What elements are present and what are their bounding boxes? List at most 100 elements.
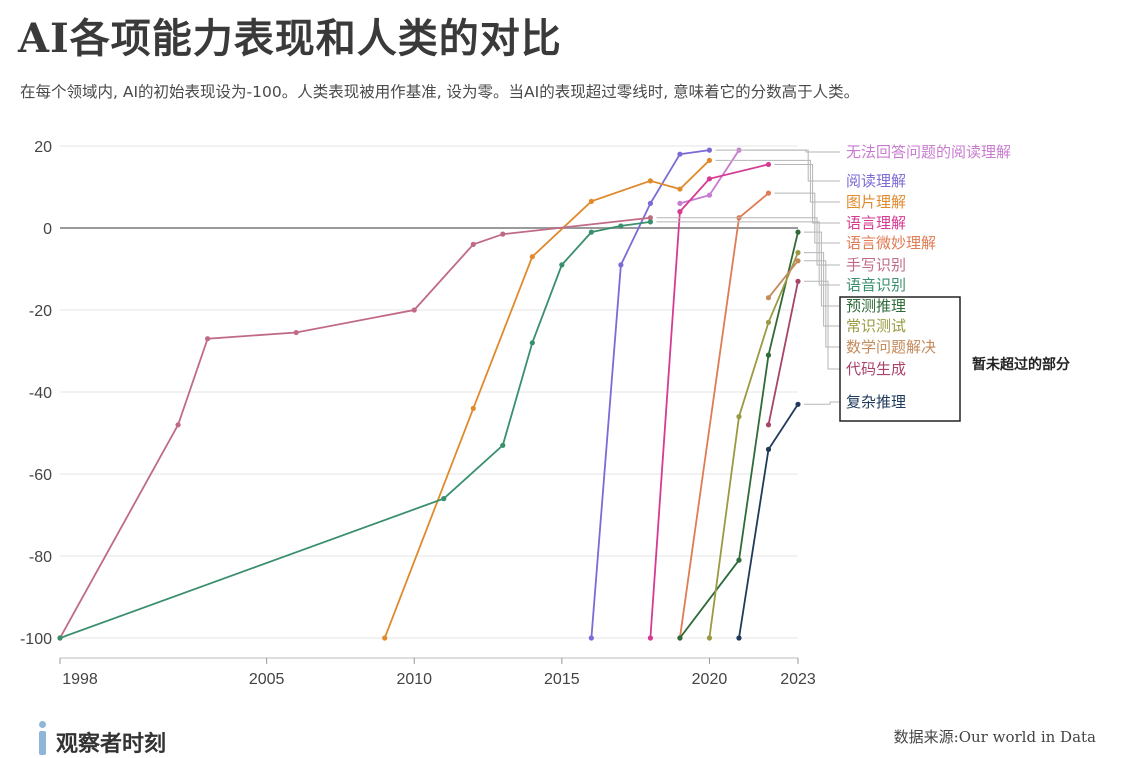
y-tick-label: 20 — [34, 139, 52, 156]
series-point-8 — [736, 414, 742, 420]
series-point-4 — [765, 190, 772, 196]
series-point-10 — [765, 422, 772, 428]
series-point-2 — [529, 254, 535, 260]
legend-leader — [804, 252, 840, 327]
unsurpassed-box-label: 暂未超过的部分 — [972, 356, 1070, 373]
legend-label: 语言微妙理解 — [846, 234, 936, 252]
series-point-6 — [57, 635, 63, 641]
series-point-5 — [470, 241, 476, 247]
y-tick-label: -100 — [20, 631, 52, 648]
series-point-6 — [441, 496, 447, 502]
series-line-5 — [59, 216, 651, 639]
series-line-7 — [679, 231, 799, 639]
x-tick-label: 2015 — [544, 671, 580, 688]
series-line-4 — [679, 192, 770, 639]
brand-block: 观察者时刻 — [38, 718, 166, 758]
series-point-6 — [559, 262, 565, 268]
legend-leader — [804, 401, 840, 405]
legend-label: 预测推理 — [846, 297, 906, 315]
y-tick-label: -80 — [29, 549, 52, 566]
series-point-1 — [706, 147, 713, 153]
series-point-3 — [706, 176, 713, 182]
x-tick-label: 2020 — [692, 671, 728, 688]
series-point-5 — [411, 307, 417, 313]
series-point-0 — [677, 200, 683, 206]
x-tick-label: 1998 — [62, 671, 98, 688]
legend-leader — [774, 163, 840, 224]
series-point-11 — [736, 635, 742, 641]
series-point-2 — [588, 198, 594, 204]
series-point-1 — [588, 635, 594, 641]
series-point-5 — [500, 231, 506, 237]
series-point-9 — [765, 295, 772, 301]
chart-title: AI各项能力表现和人类的对比 — [18, 15, 562, 62]
unsurpassed-box — [839, 296, 961, 422]
legend-leader — [804, 231, 840, 307]
legend-leader — [804, 260, 840, 348]
series-point-7 — [765, 352, 772, 358]
legend-leader — [715, 159, 840, 203]
series-point-8 — [706, 635, 713, 641]
series-point-6 — [500, 442, 506, 448]
series-point-3 — [677, 209, 683, 215]
series-point-6 — [588, 229, 594, 235]
brand-name: 观察者时刻 — [56, 731, 167, 757]
series-point-1 — [618, 262, 624, 268]
series-point-8 — [765, 319, 772, 325]
series-point-7 — [677, 635, 683, 641]
series-point-9 — [795, 258, 801, 264]
series-point-6 — [529, 340, 535, 346]
x-tick-label: 2023 — [780, 671, 816, 688]
series-point-6 — [647, 219, 654, 225]
series-point-2 — [470, 405, 476, 411]
x-tick-label: 2010 — [396, 671, 432, 688]
series-point-2 — [677, 186, 683, 192]
series-line-6 — [59, 221, 651, 639]
legend-leader — [804, 280, 840, 370]
series-line-11 — [738, 403, 799, 639]
series-point-5 — [205, 336, 211, 342]
legend-label: 数学问题解决 — [846, 338, 936, 356]
series-point-2 — [647, 178, 654, 184]
series-line-2 — [383, 159, 711, 639]
legend-leader — [656, 221, 840, 286]
series-point-8 — [795, 250, 801, 256]
y-tick-label: -20 — [29, 303, 52, 320]
series-point-7 — [736, 557, 742, 563]
series-point-11 — [765, 446, 772, 452]
series-point-0 — [706, 192, 713, 198]
legend-label: 常识测试 — [846, 317, 906, 335]
y-tick-label: -40 — [29, 385, 52, 402]
series-line-10 — [767, 281, 799, 425]
legend-label: 复杂推理 — [846, 393, 906, 411]
x-tick-label: 2005 — [249, 671, 285, 688]
brand-logo-icon — [38, 721, 46, 755]
legend-label: 无法回答问题的阅读理解 — [846, 143, 1011, 161]
legend-label: 语言理解 — [846, 214, 906, 232]
legend-leader — [715, 149, 840, 182]
series-point-5 — [175, 422, 181, 428]
legend-label: 代码生成 — [846, 360, 906, 378]
series-point-2 — [706, 157, 713, 163]
y-tick-label: -60 — [29, 467, 52, 484]
series-point-1 — [647, 200, 654, 206]
series-point-3 — [765, 161, 772, 168]
series-point-2 — [382, 635, 388, 641]
legend-label: 阅读理解 — [846, 172, 906, 190]
series-point-3 — [647, 635, 654, 641]
legend-label: 手写识别 — [846, 256, 906, 274]
line-chart: 20 0 -20 -40 -60 -80 -100 1998 2005 2010 2015 2020 2… — [20, 139, 1070, 688]
chart-subtitle: 在每个领域内, AI的初始表现设为-100。人类表现被用作基准, 设为零。当AI… — [20, 83, 860, 101]
series-point-7 — [795, 229, 801, 235]
series-point-5 — [647, 215, 654, 221]
legend-label: 图片理解 — [846, 193, 906, 211]
data-source: 数据来源:Our world in Data — [893, 728, 1096, 746]
series-point-10 — [795, 278, 801, 284]
series-line-9 — [767, 260, 799, 299]
legend-label: 语音识别 — [846, 276, 906, 294]
series-point-5 — [293, 329, 299, 336]
series-point-1 — [677, 151, 683, 157]
series-line-3 — [649, 163, 769, 639]
series-line-8 — [708, 252, 799, 639]
series-point-11 — [795, 401, 801, 407]
